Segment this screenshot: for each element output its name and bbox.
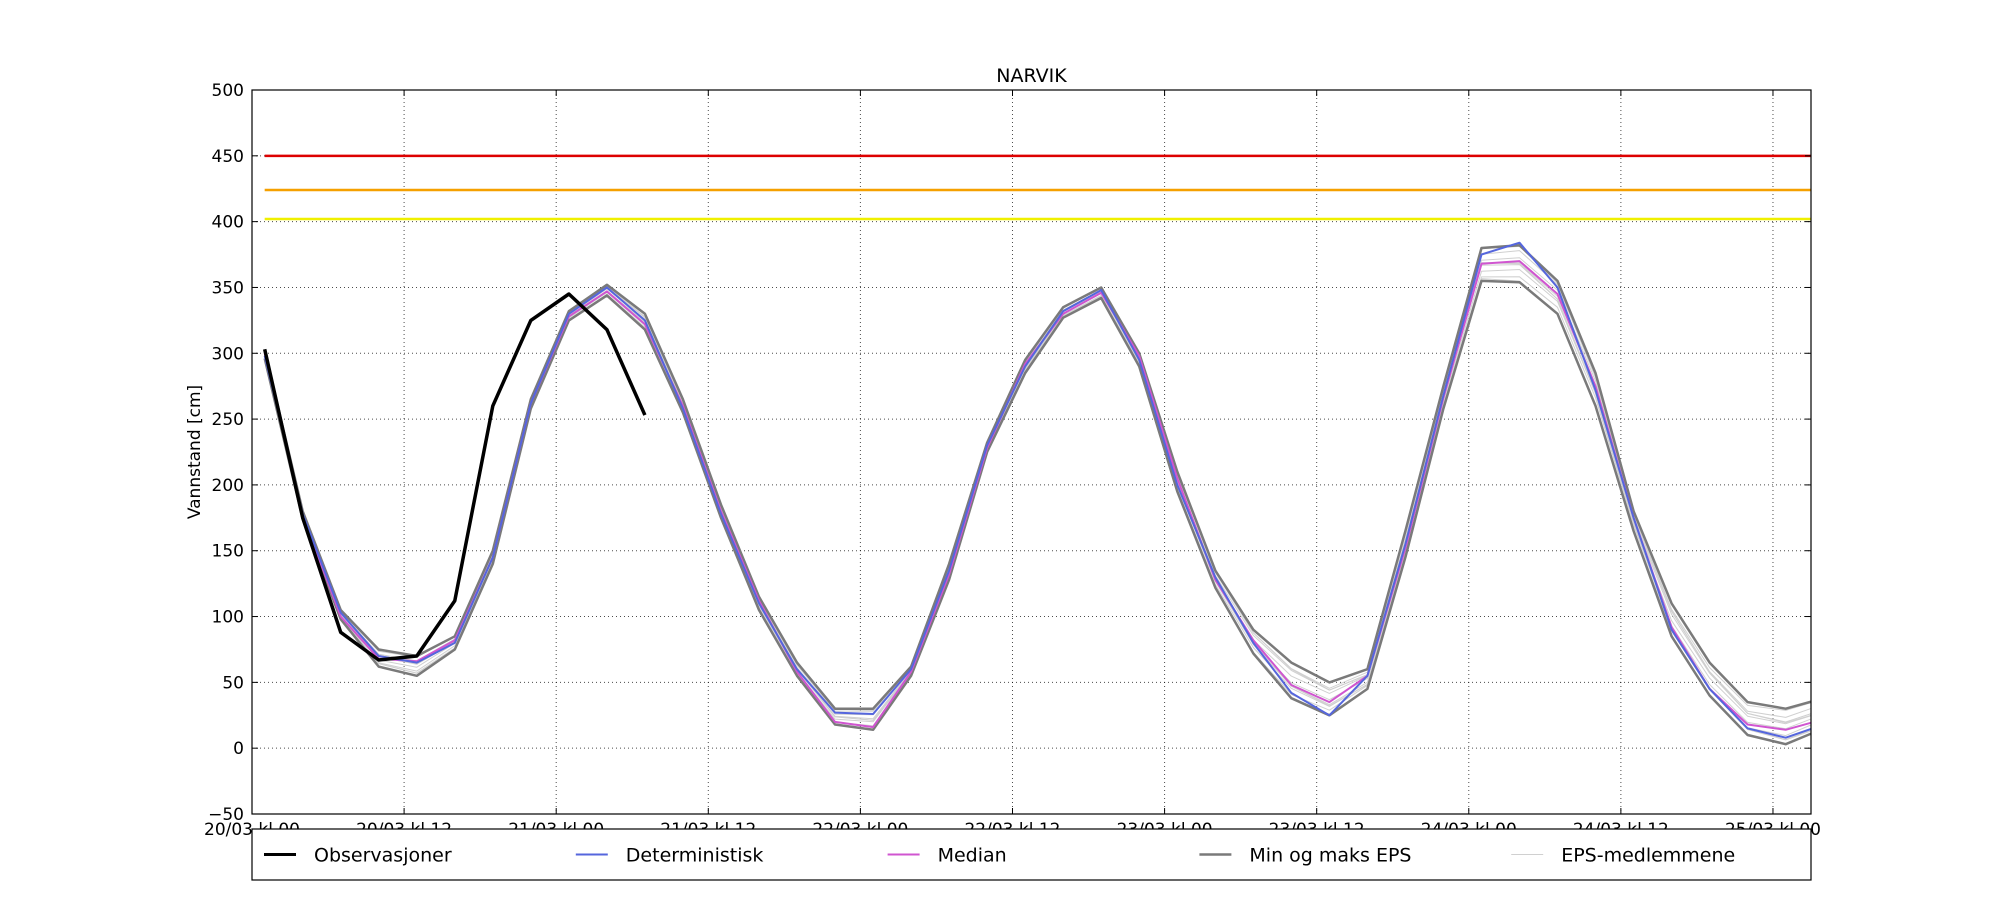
eps-member-line	[264, 264, 1811, 730]
legend-label: Observasjoner	[314, 845, 452, 867]
eps-member-line	[264, 262, 1811, 724]
y-tick-label: 300	[212, 344, 244, 364]
y-tick-label: 0	[233, 739, 244, 759]
y-tick-label: 400	[212, 213, 244, 233]
legend-label: Min og maks EPS	[1249, 845, 1411, 867]
chart-title: NARVIK	[996, 65, 1067, 87]
legend-label: Deterministisk	[626, 845, 764, 867]
median-line	[263, 260, 1811, 731]
y-tick-label: 100	[212, 608, 244, 628]
eps-member-line	[264, 245, 1811, 711]
plot-series-group	[262, 241, 1811, 746]
y-axis-label: Vannstand [cm]	[185, 385, 205, 519]
y-tick-label: 150	[212, 542, 244, 562]
eps-max-line	[263, 244, 1811, 710]
y-tick-label: 50	[222, 673, 244, 693]
eps-member-line	[264, 262, 1811, 725]
plot-frame	[251, 89, 1812, 815]
eps-min-line	[263, 279, 1811, 746]
legend-box	[251, 828, 1812, 881]
legend-label: Median	[938, 845, 1007, 867]
y-tick-label: −50	[208, 805, 244, 825]
y-tick-label: 350	[212, 278, 244, 298]
eps-member-line	[264, 250, 1811, 718]
y-tick-label: 200	[212, 476, 244, 496]
eps-member-line	[264, 257, 1811, 723]
deterministic-line	[263, 241, 1811, 739]
observations-line	[262, 292, 647, 662]
y-tick-label: 500	[212, 81, 244, 101]
y-tick-label: 250	[212, 410, 244, 430]
legend-label: EPS-medlemmene	[1561, 845, 1735, 867]
y-tick-label: 450	[212, 147, 244, 167]
